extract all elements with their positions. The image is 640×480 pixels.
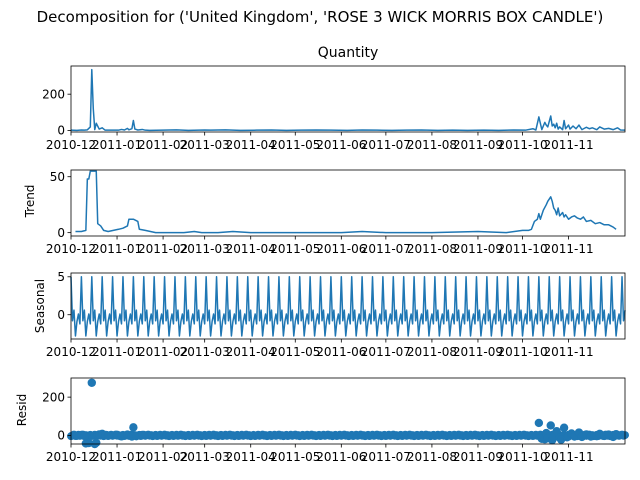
quantity-x-tick-label: 2011-04 — [226, 138, 276, 152]
resid-point — [103, 431, 113, 440]
resid-point — [559, 423, 569, 432]
resid-point — [80, 431, 89, 441]
trend-panel: Trend 0502010-122011-012011-022011-03201… — [23, 169, 626, 256]
trend-x-tick-label: 2011-02 — [138, 242, 188, 256]
resid-y-tick-label: 200 — [42, 390, 65, 404]
seasonal-x-tick-label: 2011-08 — [407, 345, 457, 359]
seasonal-x-tick-label: 2011-01 — [92, 345, 142, 359]
quantity-x-tick-label: 2011-05 — [270, 138, 320, 152]
seasonal-x-tick-label: 2011-05 — [270, 345, 320, 359]
trend-y-tick-label: 50 — [50, 170, 65, 184]
trend-x-tick-label: 2010-12 — [46, 242, 96, 256]
seasonal-x-tick-label: 2011-03 — [180, 345, 230, 359]
trend-x-tick-label: 2011-10 — [497, 242, 547, 256]
quantity-x-tick-label: 2010-12 — [46, 138, 96, 152]
quantity-series-line — [70, 68, 626, 132]
quantity-x-tick-label: 2011-03 — [180, 138, 230, 152]
resid-x-tick-label: 2011-03 — [180, 450, 230, 464]
resid-x-tick-label: 2011-07 — [361, 450, 411, 464]
seasonal-x-tick-label: 2011-10 — [497, 345, 547, 359]
quantity-x-tick-label: 2011-11 — [543, 138, 593, 152]
trend-x-tick-label: 2011-11 — [543, 242, 593, 256]
trend-x-tick-label: 2011-07 — [361, 242, 411, 256]
seasonal-x-tick-label: 2011-09 — [453, 345, 503, 359]
quantity-x-tick-label: 2011-02 — [138, 138, 188, 152]
resid-x-tick-label: 2011-05 — [270, 450, 320, 464]
resid-point — [534, 418, 544, 428]
quantity-x-tick-label: 2011-08 — [407, 138, 457, 152]
seasonal-x-tick-label: 2010-12 — [46, 345, 96, 359]
resid-point — [138, 430, 147, 440]
seasonal-x-tick-label: 2011-07 — [361, 345, 411, 359]
quantity-panel: Quantity 02002010-122011-012011-022011-0… — [42, 45, 626, 152]
quantity-x-tick-label: 2011-01 — [92, 138, 142, 152]
resid-x-tick-label: 2011-04 — [226, 450, 276, 464]
seasonal-x-tick-label: 2011-02 — [138, 345, 188, 359]
resid-point — [129, 423, 138, 432]
seasonal-x-tick-label: 2011-06 — [316, 345, 366, 359]
resid-point — [552, 426, 561, 436]
resid-point — [87, 378, 96, 387]
resid-point — [586, 432, 596, 441]
resid-x-tick-label: 2011-06 — [316, 450, 366, 464]
seasonal-x-tick-label: 2011-04 — [226, 345, 276, 359]
trend-ylabel: Trend — [23, 185, 37, 219]
resid-x-tick-label: 2011-11 — [543, 450, 593, 464]
resid-x-tick-label: 2011-01 — [92, 450, 142, 464]
quantity-x-tick-label: 2011-07 — [361, 138, 411, 152]
seasonal-axes-frame — [70, 272, 626, 340]
seasonal-y-tick-label: 5 — [57, 270, 65, 284]
quantity-panel-title: Quantity — [318, 45, 379, 61]
seasonal-x-tick-label: 2011-11 — [543, 345, 593, 359]
seasonal-ylabel: Seasonal — [33, 279, 47, 333]
resid-points — [67, 378, 629, 449]
quantity-x-tick-label: 2011-09 — [453, 138, 503, 152]
resid-x-tick-label: 2011-09 — [453, 450, 503, 464]
trend-y-tick-label: 0 — [57, 226, 65, 240]
resid-x-tick-label: 2011-10 — [497, 450, 547, 464]
seasonal-y-tick-label: 0 — [57, 308, 65, 322]
resid-x-tick-label: 2011-02 — [138, 450, 188, 464]
resid-ylabel: Resid — [15, 394, 29, 426]
resid-axes-frame — [70, 377, 626, 445]
quantity-x-tick-label: 2011-06 — [316, 138, 366, 152]
seasonal-panel: Seasonal 052010-122011-012011-022011-032… — [33, 270, 626, 359]
trend-x-tick-label: 2011-09 — [453, 242, 503, 256]
figure-suptitle: Decomposition for ('United Kingdom', 'RO… — [37, 8, 604, 26]
trend-x-tick-label: 2011-05 — [270, 242, 320, 256]
quantity-axes-frame — [70, 65, 626, 133]
resid-point — [546, 421, 555, 430]
trend-x-tick-label: 2011-03 — [180, 242, 230, 256]
resid-point — [611, 430, 621, 439]
trend-axes-frame — [70, 169, 626, 237]
trend-x-tick-label: 2011-04 — [226, 242, 276, 256]
quantity-y-tick-label: 0 — [57, 124, 65, 138]
resid-x-tick-label: 2011-08 — [407, 450, 457, 464]
trend-x-tick-label: 2011-06 — [316, 242, 366, 256]
trend-x-tick-label: 2011-08 — [407, 242, 457, 256]
quantity-x-tick-label: 2011-10 — [497, 138, 547, 152]
seasonal-series-line — [70, 276, 626, 337]
resid-panel: Resid 02002010-122011-012011-022011-0320… — [15, 377, 629, 464]
quantity-y-tick-label: 200 — [42, 87, 65, 101]
resid-point — [92, 438, 101, 447]
trend-series-line — [75, 170, 617, 234]
trend-x-tick-label: 2011-01 — [92, 242, 142, 256]
resid-y-tick-label: 0 — [57, 429, 65, 443]
resid-x-tick-label: 2010-12 — [46, 450, 96, 464]
